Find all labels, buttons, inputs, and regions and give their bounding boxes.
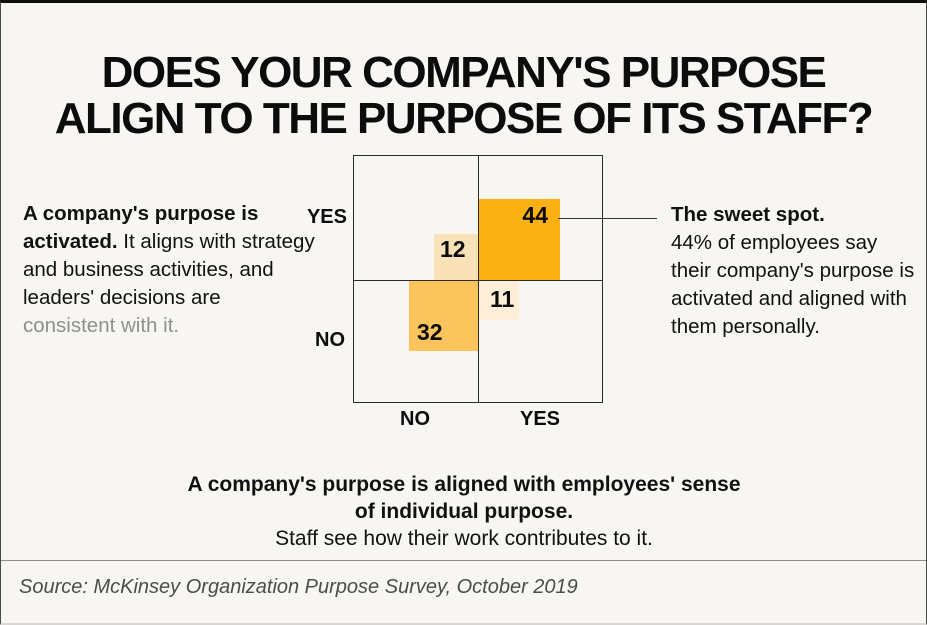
cell-value-44: 44 — [522, 202, 548, 228]
x-axis-label-no: NO — [400, 408, 430, 430]
cell-activated-no-aligned-yes: 11 — [479, 281, 519, 320]
cell-value-12: 12 — [440, 236, 466, 262]
cell-activated-no-aligned-no: 32 — [409, 281, 479, 351]
quadrant-grid: 12 44 32 11 — [353, 155, 603, 403]
x-axis-caption: A company's purpose is aligned with empl… — [184, 471, 744, 552]
grid-vertical-line — [478, 156, 479, 402]
sweet-spot-body: 44% of employees say their company's pur… — [671, 231, 915, 338]
cell-activated-yes-aligned-no: 12 — [434, 234, 478, 280]
x-axis-caption-bold: A company's purpose is aligned with empl… — [187, 473, 741, 523]
y-axis-label-yes: YES — [306, 206, 347, 228]
grid-horizontal-line — [354, 280, 602, 281]
activated-definition-muted: consistent with it. — [23, 314, 180, 337]
cell-activated-yes-aligned-yes: 44 — [479, 199, 560, 280]
source-credit: Source: McKinsey Organization Purpose Su… — [19, 576, 578, 598]
y-axis-label-no: NO — [315, 329, 345, 351]
title-line-2: ALIGN TO THE PURPOSE OF ITS STAFF? — [54, 94, 874, 144]
activated-definition-note: A company's purpose is activated. It ali… — [23, 200, 315, 340]
x-axis-label-yes: YES — [519, 408, 561, 430]
source-divider — [1, 560, 926, 561]
cell-value-32: 32 — [417, 319, 443, 345]
cell-value-11: 11 — [490, 286, 515, 312]
page-title: DOES YOUR COMPANY'S PURPOSE ALIGN TO THE … — [1, 50, 926, 142]
sweet-spot-callout-line — [558, 218, 657, 219]
activated-definition-bold: A company's purpose is activated. — [23, 202, 259, 253]
activated-definition-body: It aligns with strategy and business act… — [23, 230, 315, 309]
x-axis-caption-regular: Staff see how their work contributes to … — [275, 527, 653, 550]
sweet-spot-note: The sweet spot. 44% of employees say thei… — [671, 201, 915, 341]
title-line-1: DOES YOUR COMPANY'S PURPOSE — [101, 48, 827, 98]
sweet-spot-heading: The sweet spot. — [671, 203, 825, 226]
